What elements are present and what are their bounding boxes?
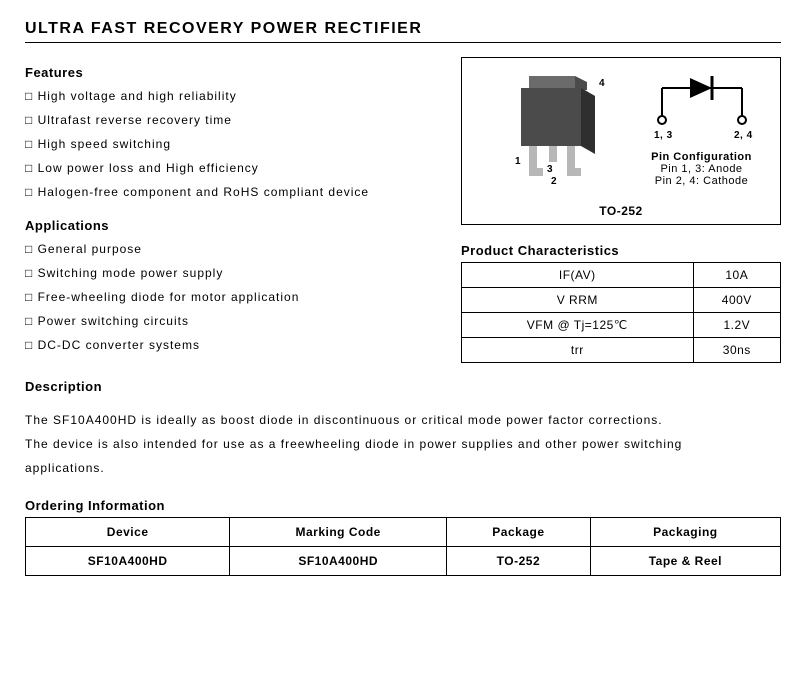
application-item: General purpose — [25, 237, 443, 261]
feature-item: Halogen-free component and RoHS complian… — [25, 180, 443, 204]
package-icon: 1 2 3 4 — [481, 68, 621, 198]
char-key: VFM @ Tj=125℃ — [462, 313, 694, 338]
order-header: Device — [26, 518, 230, 547]
ordering-table: Device Marking Code Package Packaging SF… — [25, 517, 781, 576]
pin-conf-line: Pin 1, 3: Anode — [642, 163, 762, 175]
order-header: Marking Code — [230, 518, 447, 547]
pin-label-1: 1 — [515, 156, 521, 167]
pin-label-4: 4 — [599, 78, 605, 89]
char-val: 1.2V — [693, 313, 780, 338]
order-header: Packaging — [590, 518, 780, 547]
ordering-heading: Ordering Information — [25, 498, 781, 513]
package-label: TO-252 — [470, 204, 772, 218]
table-row: VFM @ Tj=125℃ 1.2V — [462, 313, 781, 338]
svg-text:2, 4: 2, 4 — [734, 130, 753, 141]
feature-item: High speed switching — [25, 132, 443, 156]
svg-text:1, 3: 1, 3 — [654, 130, 673, 141]
features-list: High voltage and high reliability Ultraf… — [25, 84, 443, 204]
table-row: SF10A400HD SF10A400HD TO-252 Tape & Reel — [26, 547, 781, 576]
table-row: trr 30ns — [462, 338, 781, 363]
description-heading: Description — [25, 379, 781, 394]
application-item: Switching mode power supply — [25, 261, 443, 285]
feature-item: Low power loss and High efficiency — [25, 156, 443, 180]
order-header: Package — [447, 518, 591, 547]
right-column: 1 2 3 4 1, 3 2, — [461, 57, 781, 371]
description-text: The SF10A400HD is ideally as boost diode… — [25, 408, 781, 480]
application-item: Free-wheeling diode for motor applicatio… — [25, 285, 443, 309]
order-cell: SF10A400HD — [230, 547, 447, 576]
char-val: 10A — [693, 263, 780, 288]
description-line: The device is also intended for use as a… — [25, 432, 781, 456]
diode-symbol-block: 1, 3 2, 4 Pin Configuration Pin 1, 3: An… — [642, 68, 762, 187]
application-item: DC-DC converter systems — [25, 333, 443, 357]
page-title: ULTRA FAST RECOVERY POWER RECTIFIER — [25, 20, 781, 38]
order-cell: SF10A400HD — [26, 547, 230, 576]
char-key: IF(AV) — [462, 263, 694, 288]
pin-conf-title: Pin Configuration — [642, 151, 762, 163]
description-line: The SF10A400HD is ideally as boost diode… — [25, 408, 781, 432]
char-val: 30ns — [693, 338, 780, 363]
title-divider — [25, 42, 781, 43]
applications-heading: Applications — [25, 218, 443, 233]
order-cell: TO-252 — [447, 547, 591, 576]
features-heading: Features — [25, 65, 443, 80]
order-cell: Tape & Reel — [590, 547, 780, 576]
pin-conf-line: Pin 2, 4: Cathode — [642, 175, 762, 187]
pin-label-2: 2 — [551, 176, 557, 187]
applications-list: General purpose Switching mode power sup… — [25, 237, 443, 357]
pin-configuration: Pin Configuration Pin 1, 3: Anode Pin 2,… — [642, 151, 762, 187]
characteristics-heading: Product Characteristics — [461, 243, 781, 258]
top-columns: Features High voltage and high reliabili… — [25, 57, 781, 371]
package-diagram-box: 1 2 3 4 1, 3 2, — [461, 57, 781, 225]
char-key: V RRM — [462, 288, 694, 313]
pin-label-3: 3 — [547, 164, 553, 175]
char-key: trr — [462, 338, 694, 363]
feature-item: Ultrafast reverse recovery time — [25, 108, 443, 132]
characteristics-table: IF(AV) 10A V RRM 400V VFM @ Tj=125℃ 1.2V… — [461, 262, 781, 363]
description-line: applications. — [25, 456, 781, 480]
left-column: Features High voltage and high reliabili… — [25, 57, 443, 371]
feature-item: High voltage and high reliability — [25, 84, 443, 108]
application-item: Power switching circuits — [25, 309, 443, 333]
table-row: V RRM 400V — [462, 288, 781, 313]
diode-symbol-icon: 1, 3 2, 4 — [642, 68, 762, 148]
table-row: IF(AV) 10A — [462, 263, 781, 288]
char-val: 400V — [693, 288, 780, 313]
table-header-row: Device Marking Code Package Packaging — [26, 518, 781, 547]
